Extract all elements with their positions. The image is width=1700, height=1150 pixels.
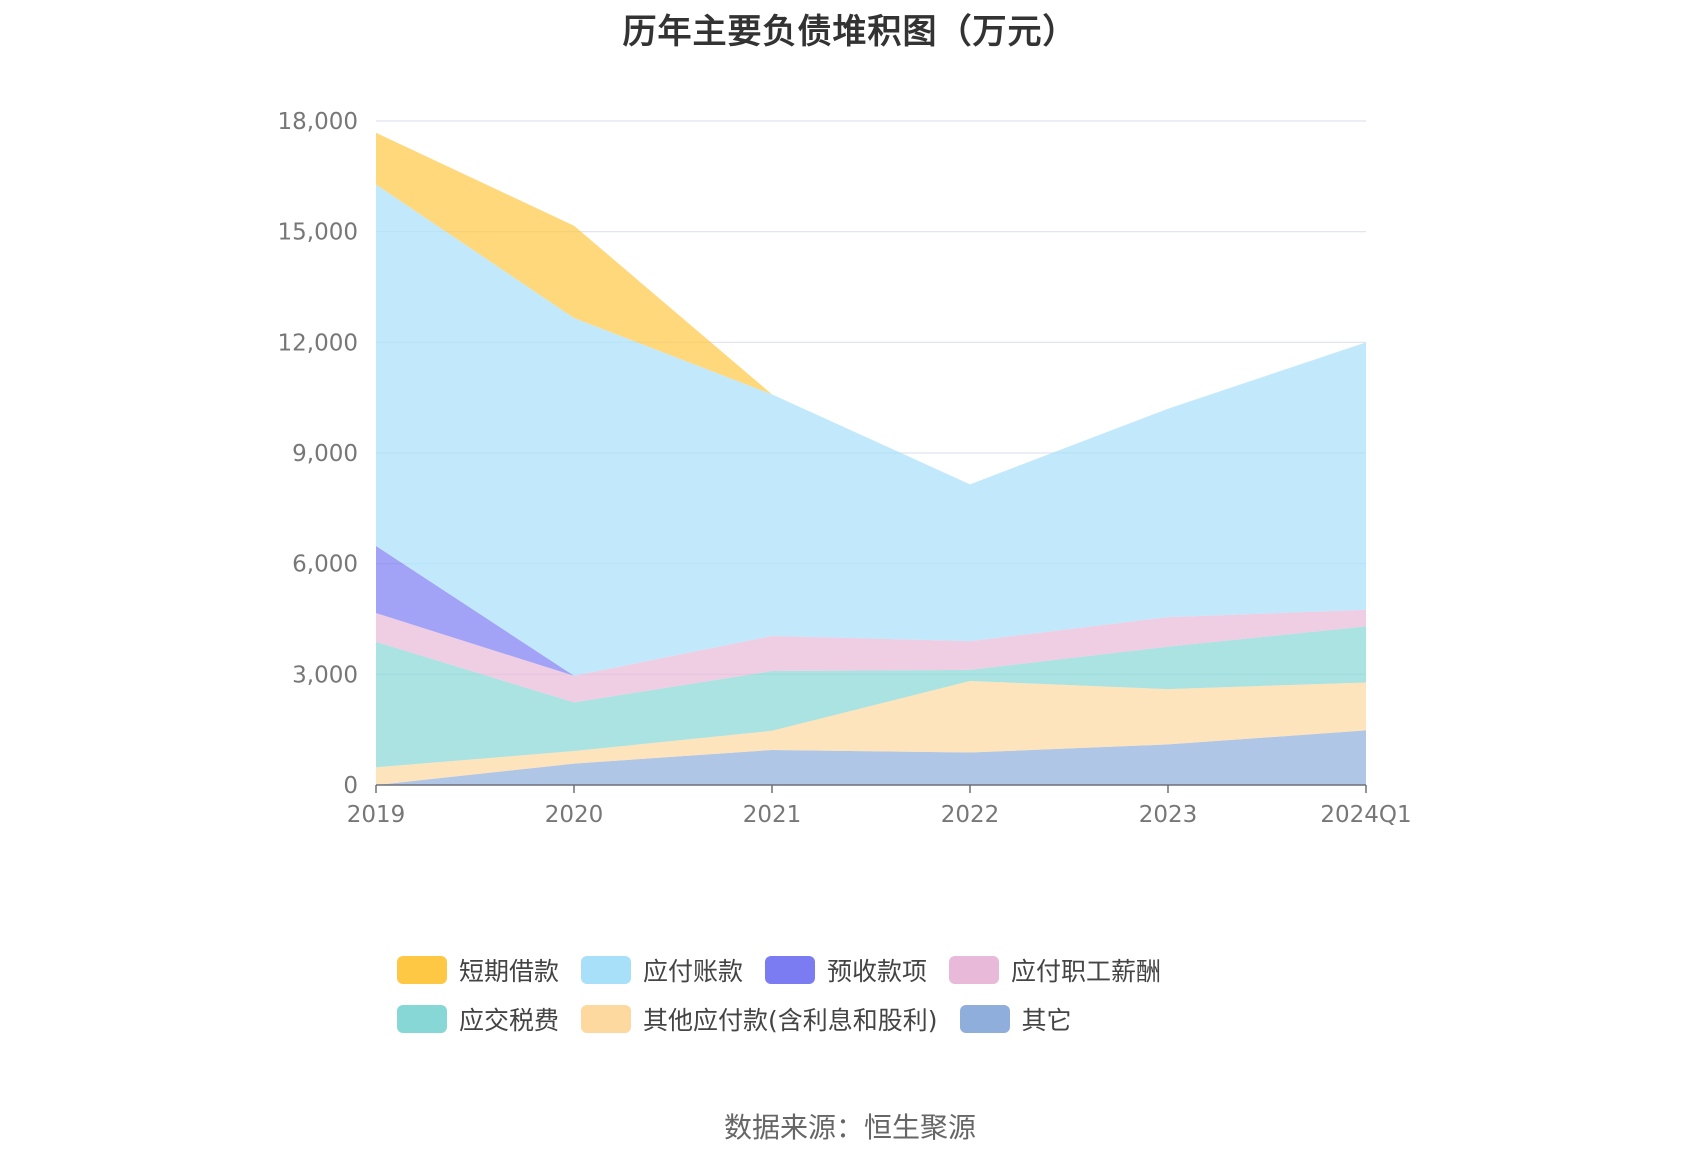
y-tick-label: 9,000	[292, 441, 358, 467]
area-series-应交税费	[376, 626, 1366, 768]
legend-swatch	[765, 955, 816, 984]
legend-swatch	[397, 955, 447, 984]
legend-label: 应付职工薪酬	[1011, 956, 1162, 986]
legend-swatch	[949, 955, 1000, 984]
legend-item[interactable]: 其他应付款(含利息和股利)	[581, 994, 938, 1043]
legend-item[interactable]: 应付账款	[581, 945, 743, 994]
y-tick-label: 3,000	[292, 662, 358, 688]
legend-item[interactable]: 应付职工薪酬	[949, 945, 1161, 994]
legend-label: 应付账款	[643, 956, 744, 986]
area-series-短期借款	[376, 132, 1366, 485]
area-series-应付职工薪酬	[376, 609, 1366, 703]
y-tick-label: 15,000	[278, 220, 358, 246]
x-tick-label: 2020	[545, 802, 604, 828]
legend-item[interactable]: 预收款项	[765, 945, 927, 994]
legend-label: 其他应付款(含利息和股利)	[643, 1005, 938, 1035]
y-tick-label: 0	[343, 773, 358, 799]
y-tick-label: 12,000	[278, 330, 358, 356]
data-source-note: 数据来源：恒生聚源	[723, 1111, 976, 1144]
legend-label: 短期借款	[459, 956, 560, 986]
chart-title: 历年主要负债堆积图（万元）	[622, 12, 1078, 52]
legend-label: 预收款项	[827, 956, 928, 986]
x-tick-label: 2019	[347, 802, 406, 828]
legend-swatch	[397, 1004, 447, 1033]
x-tick-label: 2023	[1139, 802, 1198, 828]
area-series-其它	[376, 730, 1366, 785]
area-series-其他应付款(含利息和股利)	[376, 680, 1366, 785]
x-tick-label: 2021	[743, 802, 802, 828]
legend-swatch	[581, 1004, 632, 1033]
y-tick-label: 6,000	[292, 552, 358, 578]
legend-item[interactable]: 应交税费	[397, 994, 559, 1043]
axes: 0 3,000 6,000 9,000 12,000 15,000 18,000 2019 20…	[278, 109, 1412, 828]
legend: 短期借款 应付账款 预收款项 应付职工薪酬应交税费 其他应付款(含利息和股利) 其它	[397, 945, 1357, 1043]
y-tick-label: 18,000	[278, 109, 358, 135]
x-tick-label: 2024Q1	[1320, 802, 1411, 828]
legend-label: 其它	[1021, 1005, 1072, 1035]
x-tick-label: 2022	[941, 802, 1000, 828]
legend-swatch	[959, 1004, 1010, 1033]
legend-swatch	[581, 955, 632, 984]
area-series	[376, 132, 1366, 785]
legend-label: 应交税费	[459, 1005, 560, 1035]
legend-item[interactable]: 短期借款	[397, 945, 559, 994]
area-series-应付账款	[376, 184, 1366, 676]
legend-item[interactable]: 其它	[959, 994, 1072, 1043]
